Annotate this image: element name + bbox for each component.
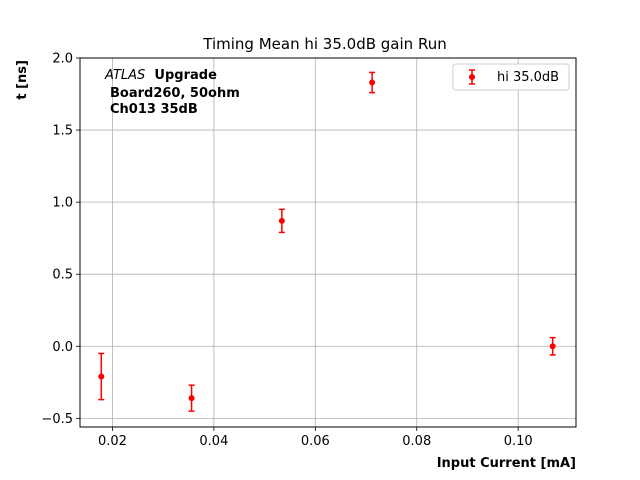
data-marker bbox=[369, 79, 376, 86]
y-tick-label: 2.0 bbox=[52, 52, 73, 67]
x-tick-label: 0.08 bbox=[402, 434, 431, 449]
chart-title: Timing Mean hi 35.0dB gain Run bbox=[202, 35, 446, 53]
data-point bbox=[369, 71, 376, 94]
annotation-experiment: ATLAS bbox=[104, 68, 145, 83]
x-tick-label: 0.06 bbox=[301, 434, 330, 449]
data-point bbox=[278, 208, 285, 234]
data-marker bbox=[98, 373, 105, 380]
legend-label: hi 35.0dB bbox=[497, 70, 559, 85]
legend-dot bbox=[469, 74, 475, 80]
plot-frame bbox=[79, 57, 577, 428]
axis-ticks: 0.02 0.04 0.06 0.08 0.10 −0.5 0.0 0.5 1.0 1.5 2.0 bbox=[41, 52, 532, 450]
annotation-tag: Upgrade bbox=[154, 68, 217, 83]
x-tick-label: 0.04 bbox=[199, 434, 228, 449]
annotation-line3: Ch013 35dB bbox=[110, 102, 198, 117]
y-tick-label: −0.5 bbox=[41, 412, 73, 427]
x-tick-label: 0.02 bbox=[98, 434, 127, 449]
y-tick-label: 0.0 bbox=[52, 340, 73, 355]
annotation-line2: Board260, 50ohm bbox=[110, 86, 240, 101]
y-tick-label: 0.5 bbox=[52, 268, 73, 283]
data-point bbox=[188, 384, 195, 412]
data-marker bbox=[549, 343, 556, 350]
svg-text:ATLAS Upgrade: ATLAS Upgrade bbox=[104, 68, 217, 83]
data-series bbox=[98, 71, 556, 412]
data-point bbox=[549, 336, 556, 356]
data-point bbox=[98, 352, 105, 401]
legend: hi 35.0dB bbox=[452, 63, 570, 91]
y-axis-label: t [ns] bbox=[15, 60, 30, 100]
data-marker bbox=[188, 395, 195, 402]
legend-marker bbox=[469, 69, 475, 85]
x-tick-label: 0.10 bbox=[504, 434, 533, 449]
x-axis-label: Input Current [mA] bbox=[437, 456, 576, 471]
data-marker bbox=[278, 217, 285, 224]
y-tick-label: 1.5 bbox=[52, 124, 73, 139]
legend-box bbox=[452, 63, 570, 91]
atlas-annotation: ATLAS Upgrade Board260, 50ohm Ch013 35dB bbox=[104, 68, 240, 117]
y-tick-label: 1.0 bbox=[52, 196, 73, 211]
